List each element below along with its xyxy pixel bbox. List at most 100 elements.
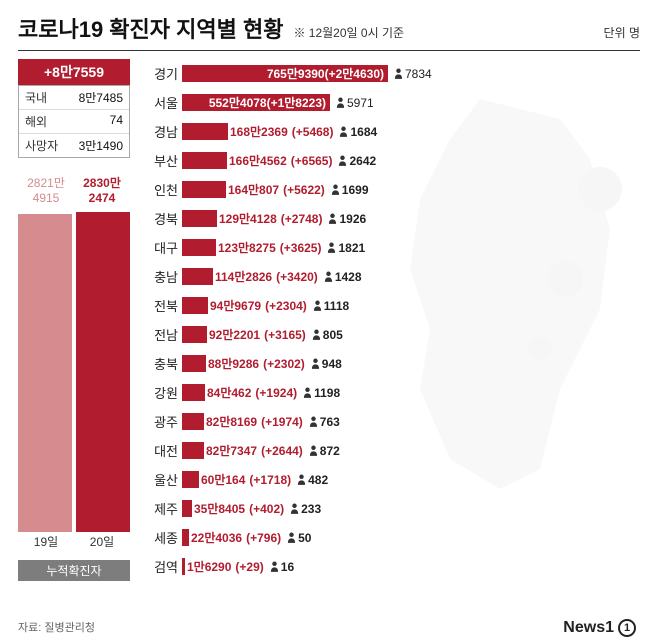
region-bar [182,355,206,372]
source-footer: 자료: 질병관리청 [18,619,95,635]
bar-cell: 123만8275(+3625)1821 [182,239,392,256]
new-cases-badge: +8만7559 [18,59,130,85]
summary-label: 사망자 [25,137,58,154]
bar-cell: 164만807(+5622)1699 [182,181,392,198]
bars [18,212,130,532]
bar-cell: 60만164(+1718)482 [182,471,392,488]
region-rows: 경기765만9390(+2만4630)7834서울552만4078(+1만822… [144,59,640,581]
bar-outside-label: 82만8169(+1974)763 [206,413,340,430]
region-row: 전남92만2201(+3165)805 [144,320,640,349]
bar-outside-label: 92만2201(+3165)805 [209,326,343,343]
region-row: 경기765만9390(+2만4630)7834 [144,59,640,88]
region-name: 부산 [144,151,178,170]
summary-row-overseas: 해외 74 [19,110,129,134]
summary-label: 국내 [25,89,47,106]
bar-outside-label: 94만9679(+2304)1118 [210,297,349,314]
region-name: 경북 [144,209,178,228]
bar-outside-label: 129만4128(+2748)1926 [219,210,366,227]
news1-logo: News1 1 [563,619,636,637]
summary-table: 국내 8만7485 해외 74 사망자 3만1490 [18,85,130,158]
bar-inside-label: 552만4078(+1만8223) [209,94,326,111]
region-bar [182,413,204,430]
region-bar [182,442,204,459]
bar-outside-label: 84만462(+1924)1198 [207,384,340,401]
region-row: 경북 129만4128(+2748)1926 [144,204,640,233]
region-bar [182,471,199,488]
bar-outside-label: 114만2826(+3420)1428 [215,268,362,285]
region-row: 대구123만8275(+3625)1821 [144,233,640,262]
cumulative-bars: 2821만 4915 2830만 2474 19일 20일 [18,178,130,558]
region-name: 경기 [144,64,178,83]
bar-outside-label: 168만2369(+5468)1684 [230,123,377,140]
bar-day-labels: 19일 20일 [18,533,130,550]
summary-value: 74 [110,113,123,130]
prev-day-label: 19일 [34,533,58,550]
region-bar [182,181,226,198]
region-name: 제주 [144,499,178,518]
region-row: 울산60만164(+1718)482 [144,465,640,494]
prev-cum-label: 2821만 4915 [27,174,65,205]
bar-outside-label: 164만807(+5622)1699 [228,181,369,198]
region-row: 서울552만4078(+1만8223)5971 [144,88,640,117]
region-bar [182,384,205,401]
region-row: 대전82만7347(+2644)872 [144,436,640,465]
header: 코로나19 확진자 지역별 현황 ※ 12월20일 0시 기준 단위 명 [18,12,640,51]
region-row: 검역 1만6290(+29)16 [144,552,640,581]
region-row: 전북 94만9679(+2304)1118 [144,291,640,320]
region-name: 전북 [144,296,178,315]
bar-cell: 35만8405(+402)233 [182,500,392,517]
curr-day-label: 20일 [90,533,114,550]
bar-cell: 166만4562(+6565)2642 [182,152,392,169]
region-row: 제주 35만8405(+402)233 [144,494,640,523]
region-bar [182,210,217,227]
summary-value: 8만7485 [79,89,123,106]
body: +8만7559 국내 8만7485 해외 74 사망자 3만1490 2821만… [18,59,640,581]
bar-cell: 1만6290(+29)16 [182,558,392,575]
bar-outside-label: 123만8275(+3625)1821 [218,239,365,256]
curr-cum-label: 2830만 2474 [83,174,121,205]
region-bar [182,326,207,343]
region-row: 강원84만462(+1924)1198 [144,378,640,407]
region-name: 경남 [144,122,178,141]
region-bar [182,500,192,517]
region-bar [182,123,228,140]
summary-row-deaths: 사망자 3만1490 [19,134,129,157]
region-name: 인천 [144,180,178,199]
bar-cell: 168만2369(+5468)1684 [182,123,392,140]
bar-outside-label: 1만6290(+29)16 [187,558,294,575]
left-panel: +8만7559 국내 8만7485 해외 74 사망자 3만1490 2821만… [18,59,130,581]
population-label: 5971 [336,96,374,110]
bar-outside-label: 35만8405(+402)233 [194,500,321,517]
bar-cell: 552만4078(+1만8223) 5971 [182,94,392,111]
bar-cell: 22만4036(+796)50 [182,529,392,546]
region-name: 대전 [144,441,178,460]
region-bar [182,152,227,169]
bar-value-labels: 2821만 4915 2830만 2474 [18,174,130,205]
bar-outside-label: 88만9286(+2302)948 [208,355,342,372]
bar-inside-label: 765만9390(+2만4630) [267,65,384,82]
region-bar [182,297,208,314]
bar-prev-day [18,214,72,532]
infographic-container: 코로나19 확진자 지역별 현황 ※ 12월20일 0시 기준 단위 명 +8만… [0,0,658,643]
bar-cell: 765만9390(+2만4630)7834 [182,65,392,82]
region-bar [182,529,189,546]
region-row: 경남 168만2369(+5468)1684 [144,117,640,146]
logo-circle-icon: 1 [618,619,636,637]
bar-cell: 82만8169(+1974)763 [182,413,392,430]
region-row: 충남114만2826(+3420)1428 [144,262,640,291]
cumulative-caption: 누적확진자 [18,560,130,581]
summary-row-domestic: 국내 8만7485 [19,86,129,110]
bar-cell: 114만2826(+3420)1428 [182,268,392,285]
bar-cell: 92만2201(+3165)805 [182,326,392,343]
bar-cell: 84만462(+1924)1198 [182,384,392,401]
region-name: 충북 [144,354,178,373]
bar-outside-label: 22만4036(+796)50 [191,529,311,546]
bar-outside-label: 60만164(+1718)482 [201,471,328,488]
region-row: 인천 164만807(+5622)1699 [144,175,640,204]
region-name: 검역 [144,557,178,576]
logo-text: News1 [563,619,614,637]
region-row: 광주82만8169(+1974)763 [144,407,640,436]
population-label: 7834 [394,67,432,81]
bar-cell: 129만4128(+2748)1926 [182,210,392,227]
summary-label: 해외 [25,113,47,130]
